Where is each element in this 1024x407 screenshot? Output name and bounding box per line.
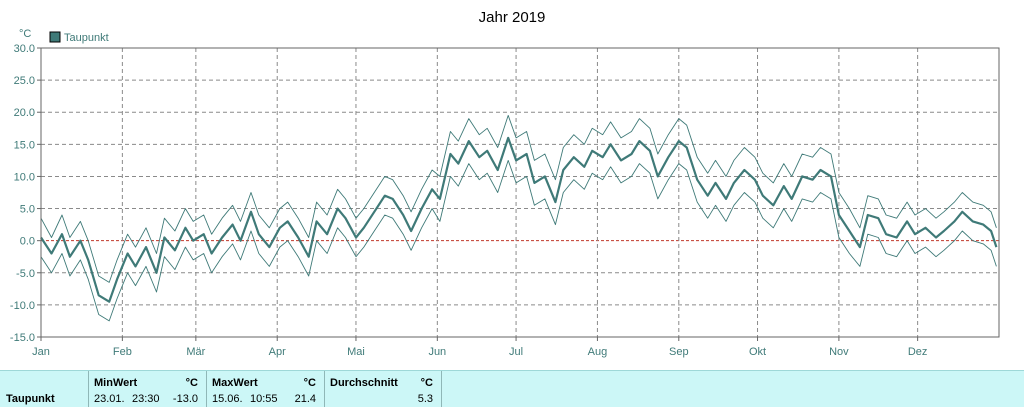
stats-row-label: Taupunkt (6, 393, 55, 405)
avg-cell: Durchschnitt °C 5.3 (325, 371, 442, 407)
y-tick-label: -15.0 (10, 332, 35, 344)
series-line-mean (40, 136, 998, 303)
x-tick-label: Jul (509, 346, 523, 358)
min-cell: MinWert °C 23.01. 23:30 -13.0 (89, 371, 207, 407)
series-layer (40, 114, 998, 322)
y-tick-label: 5.0 (20, 204, 35, 216)
dewpoint-chart: Jahr 2019 °C Taupunkt 30.0 25.0 20.0 15.0 10… (10, 9, 1000, 358)
y-axis-ticks: 30.0 25.0 20.0 15.0 10.0 5.0 0.0 -5.0 -10.0 -15.0 (10, 43, 41, 344)
y-tick-label: 20.0 (14, 107, 35, 119)
x-tick-label: Sep (669, 346, 689, 358)
avg-unit: °C (420, 377, 433, 389)
x-tick-label: Mai (347, 346, 365, 358)
y-tick-label: 30.0 (14, 43, 35, 55)
x-tick-label: Feb (113, 346, 132, 358)
x-tick-label: Aug (588, 346, 608, 358)
y-tick-label: -10.0 (10, 300, 35, 312)
x-tick-label: Nov (829, 346, 849, 358)
y-tick-label: -5.0 (16, 268, 35, 280)
x-tick-label: Mär (186, 346, 205, 358)
max-cell: MaxWert °C 15.06. 10:55 21.4 (207, 371, 325, 407)
x-tick-label: Apr (269, 346, 286, 358)
x-tick-label: Dez (908, 346, 928, 358)
max-date: 15.06. (212, 393, 243, 405)
y-tick-label: 25.0 (14, 75, 35, 87)
min-value: -13.0 (172, 393, 198, 405)
avg-value: 5.3 (417, 393, 433, 405)
min-date: 23.01. (94, 393, 125, 405)
x-axis-ticks: Jan Feb Mär Apr Mai Jun Jul Aug Sep Okt Nov Dez (32, 337, 927, 358)
y-tick-label: 10.0 (14, 171, 35, 183)
min-time: 23:30 (132, 393, 160, 405)
x-tick-label: Okt (749, 346, 766, 358)
avg-header: Durchschnitt (330, 377, 398, 389)
min-unit: °C (185, 377, 198, 389)
grid (41, 48, 999, 337)
legend-swatch (49, 31, 61, 43)
x-tick-label: Jun (428, 346, 446, 358)
max-time: 10:55 (250, 393, 278, 405)
y-unit-label: °C (19, 28, 31, 40)
stats-row-label-cell: Taupunkt (0, 371, 89, 407)
plot-frame (40, 47, 1000, 338)
series-line-min (40, 159, 997, 322)
y-tick-label: 0.0 (20, 236, 35, 248)
y-tick-label: 15.0 (14, 139, 35, 151)
series-line-max (40, 114, 997, 283)
statistics-bar: Taupunkt MinWert °C 23.01. 23:30 -13.0 M… (0, 370, 1024, 407)
chart-title: Jahr 2019 (479, 9, 546, 26)
max-unit: °C (303, 377, 316, 389)
legend: Taupunkt (49, 31, 109, 44)
max-value: 21.4 (294, 393, 316, 405)
min-header: MinWert (94, 377, 138, 389)
x-tick-label: Jan (32, 346, 50, 358)
legend-label: Taupunkt (64, 32, 109, 44)
max-header: MaxWert (212, 377, 258, 389)
